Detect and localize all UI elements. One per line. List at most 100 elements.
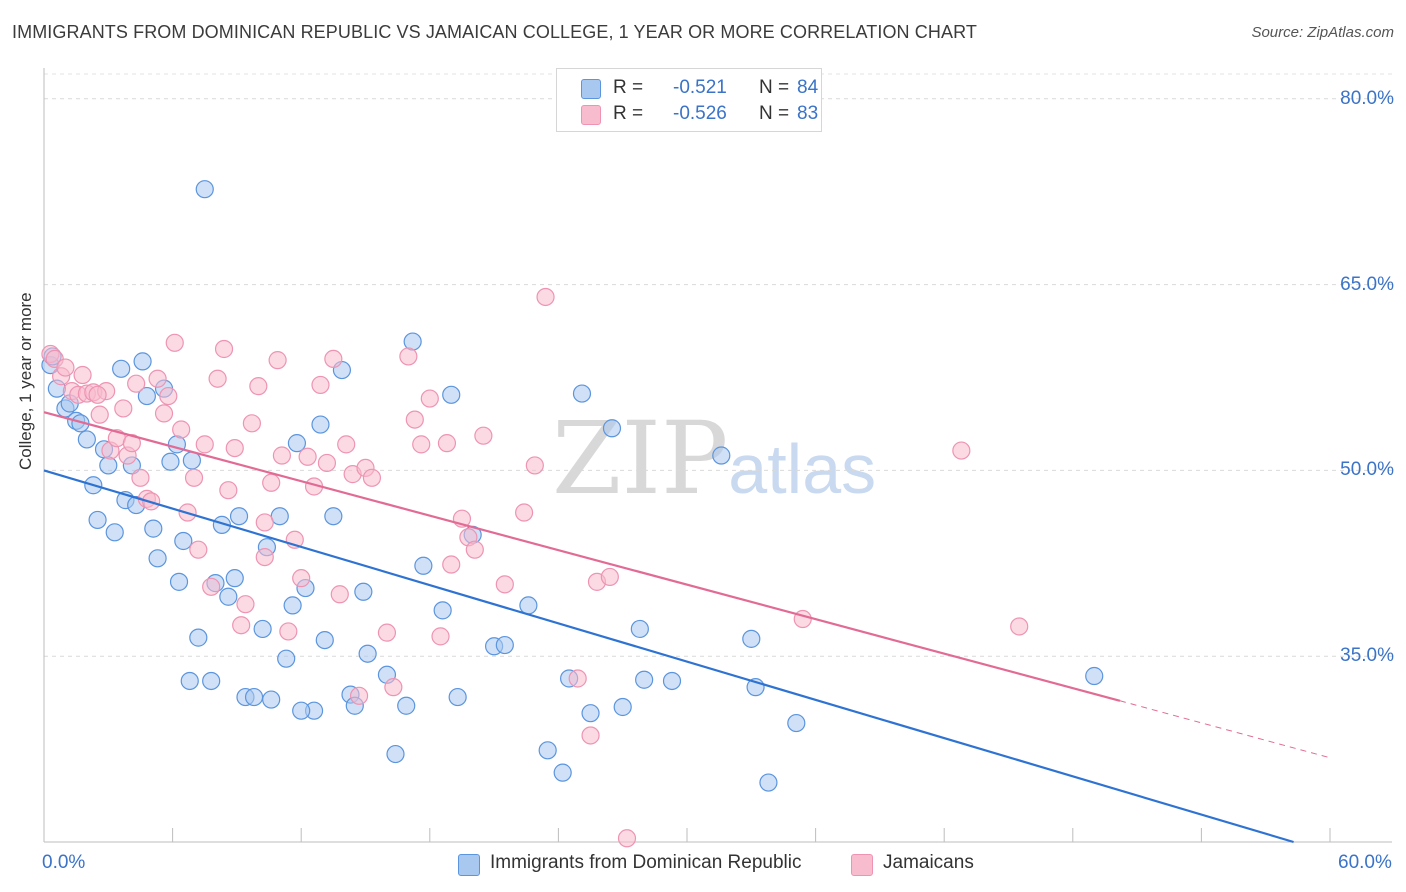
data-point-dominican xyxy=(414,556,433,575)
data-point-jamaican xyxy=(272,446,292,465)
data-point-dominican xyxy=(262,690,281,709)
y-tick-label: 65.0% xyxy=(1340,273,1394,295)
data-point-dominican xyxy=(253,619,272,639)
data-point-dominican xyxy=(448,687,467,707)
data-point-jamaican xyxy=(377,623,397,642)
data-point-jamaican xyxy=(148,369,167,388)
stats-swatch-jamaican xyxy=(581,105,601,125)
data-point-dominican xyxy=(244,687,264,707)
data-point-dominican xyxy=(538,741,557,760)
grid-lines xyxy=(44,73,1392,657)
data-point-jamaican xyxy=(90,405,109,424)
legend-swatch-dominican xyxy=(458,854,480,876)
data-point-dominican xyxy=(519,596,538,615)
data-point-dominican xyxy=(553,763,572,782)
trend-line-jamaican xyxy=(43,411,1121,702)
data-point-dominican xyxy=(277,649,296,668)
stats-row-jamaican: R = -0.526 N = 83 xyxy=(581,103,821,125)
data-point-jamaican xyxy=(330,585,349,604)
data-point-jamaican xyxy=(952,441,971,460)
stats-n-label: N = xyxy=(759,103,790,124)
trend-lines xyxy=(43,411,1331,844)
data-point-dominican xyxy=(169,572,189,591)
data-point-jamaican xyxy=(165,333,184,352)
data-point-dominican xyxy=(613,697,632,717)
data-point-jamaican xyxy=(214,339,234,359)
data-point-dominican xyxy=(229,507,249,526)
data-point-jamaican xyxy=(189,540,208,559)
data-point-dominican xyxy=(787,713,806,733)
data-point-dominican xyxy=(202,671,221,691)
data-point-dominican xyxy=(180,671,199,691)
stats-r-value: -0.521 xyxy=(673,77,727,98)
data-point-dominican xyxy=(442,385,461,404)
data-point-jamaican xyxy=(88,385,107,404)
data-point-dominican xyxy=(148,549,167,568)
data-point-jamaican xyxy=(131,468,150,487)
data-point-dominican xyxy=(174,531,193,551)
data-point-jamaican xyxy=(236,595,255,614)
data-point-jamaican xyxy=(262,473,281,492)
data-point-jamaican xyxy=(114,399,133,418)
legend-item-jamaican[interactable]: Jamaicans xyxy=(851,852,991,876)
data-point-dominican xyxy=(161,452,180,471)
trend-line-jamaican-extension xyxy=(1119,700,1331,759)
trend-line-dominican xyxy=(43,469,1294,844)
stats-r-value: -0.526 xyxy=(673,103,727,124)
data-point-dominican xyxy=(225,569,244,588)
data-point-jamaican xyxy=(600,567,619,587)
data-point-jamaican xyxy=(515,503,534,522)
y-tick-label: 50.0% xyxy=(1340,459,1394,481)
data-point-jamaican xyxy=(292,569,311,588)
stats-n-label: N = xyxy=(759,77,790,98)
legend-item-dominican[interactable]: Immigrants from Dominican Republic xyxy=(458,852,838,876)
data-point-jamaican xyxy=(195,435,214,454)
legend-label-dominican: Immigrants from Dominican Republic xyxy=(490,852,802,873)
data-point-dominican xyxy=(133,352,152,371)
stats-swatch-dominican xyxy=(581,79,601,99)
data-point-jamaican xyxy=(431,627,450,646)
data-point-jamaican xyxy=(617,829,637,848)
data-point-jamaican xyxy=(249,377,268,396)
data-point-jamaican xyxy=(255,547,274,567)
data-point-jamaican xyxy=(465,540,484,559)
data-point-jamaican xyxy=(337,435,356,454)
data-point-jamaican xyxy=(232,616,251,635)
data-point-jamaican xyxy=(442,555,461,574)
legend-label-jamaican: Jamaicans xyxy=(883,852,974,873)
data-point-jamaican xyxy=(536,287,555,307)
stats-r-label: R = xyxy=(613,77,644,98)
data-point-dominican xyxy=(77,430,96,449)
stats-n-value: 83 xyxy=(797,103,819,124)
data-point-dominican xyxy=(495,635,514,655)
data-points xyxy=(41,180,1104,848)
data-point-jamaican xyxy=(268,351,287,370)
data-point-jamaican xyxy=(399,347,418,366)
data-point-dominican xyxy=(283,596,302,615)
data-point-jamaican xyxy=(474,426,493,445)
data-point-dominican xyxy=(581,704,600,723)
data-point-dominican xyxy=(112,359,131,378)
data-point-jamaican xyxy=(324,349,343,369)
data-point-dominican xyxy=(397,696,416,715)
watermark-zip: ZIP xyxy=(552,400,729,517)
data-point-dominican xyxy=(433,601,452,620)
data-point-jamaican xyxy=(242,414,262,433)
data-point-dominican xyxy=(195,180,214,199)
data-point-jamaican xyxy=(159,386,178,406)
data-point-jamaican xyxy=(279,622,298,641)
watermark-atlas: atlas xyxy=(728,430,877,508)
data-point-dominican xyxy=(105,523,124,542)
x-tick-label-min: 0.0% xyxy=(42,852,86,873)
data-point-dominican xyxy=(635,670,654,689)
chart-title: IMMIGRANTS FROM DOMINICAN REPUBLIC VS JA… xyxy=(12,22,977,42)
data-point-dominican xyxy=(287,434,307,453)
data-point-dominican xyxy=(137,386,156,406)
data-point-dominican xyxy=(712,446,731,465)
data-point-dominican xyxy=(630,619,649,639)
y-tick-label: 80.0% xyxy=(1340,87,1394,109)
y-tick-label: 35.0% xyxy=(1340,645,1394,667)
data-point-jamaican xyxy=(317,453,337,473)
data-point-jamaican xyxy=(525,456,544,475)
x-tick-label-max: 60.0% xyxy=(1338,852,1392,873)
